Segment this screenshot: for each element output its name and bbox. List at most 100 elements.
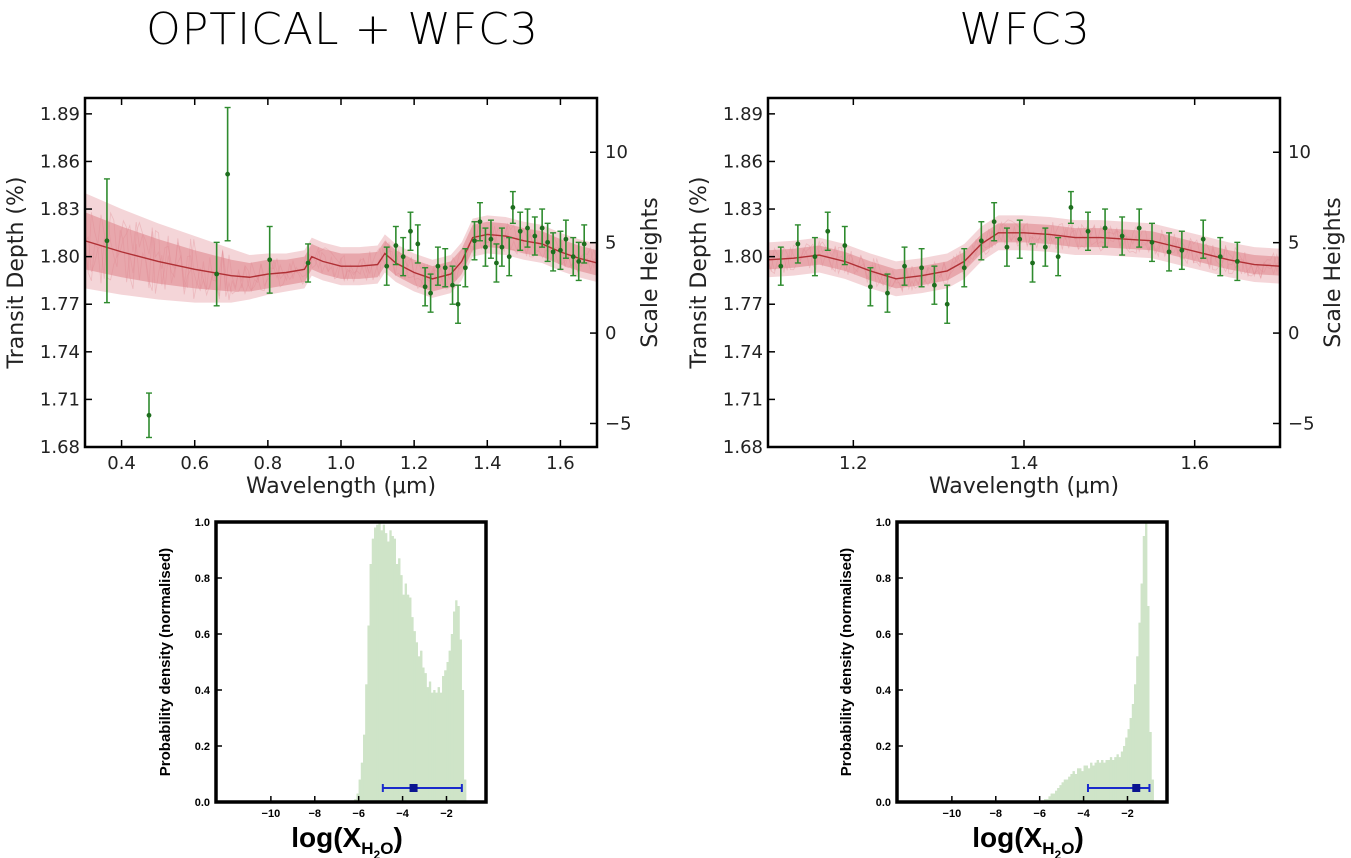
histogram-bar: [360, 762, 364, 802]
data-point: [400, 254, 406, 260]
x-tick-label: −10: [943, 808, 962, 820]
y2-tick-label: 0: [605, 323, 616, 344]
x-tick-label: −6: [352, 808, 365, 820]
histogram-bar: [406, 594, 410, 802]
data-point: [462, 265, 468, 271]
model-sample-line: [85, 218, 597, 297]
histogram-bar: [396, 564, 399, 802]
histogram-bar: [1085, 765, 1088, 802]
histogram-bar: [1103, 762, 1106, 802]
data-point: [868, 284, 873, 290]
histogram-bar: [1138, 622, 1141, 802]
histogram-bar: [448, 650, 451, 802]
histogram-bar: [1077, 768, 1080, 802]
x-tick-label: −8: [309, 808, 322, 820]
histogram-bar: [1050, 793, 1053, 802]
histogram-bar: [459, 639, 462, 802]
data-point: [510, 205, 516, 210]
data-point: [778, 263, 784, 269]
y-tick-label: 1.74: [40, 342, 80, 363]
histogram-bar: [387, 541, 390, 802]
y-tick-label: 0.6: [195, 629, 210, 641]
histogram-bar: [1107, 760, 1110, 802]
histogram-bar: [1087, 768, 1091, 802]
y-tick-label: 0.6: [876, 629, 891, 641]
y-tick-label: 1.0: [876, 517, 891, 529]
histogram-bar: [378, 522, 381, 802]
histogram-bar: [450, 634, 454, 802]
y2-axis-label: Scale Heights: [1321, 197, 1346, 347]
histogram-bar: [393, 538, 396, 802]
data-point: [225, 171, 231, 177]
histogram-bar: [1052, 793, 1056, 802]
x-tick-label: 1.4: [1010, 453, 1039, 474]
x-tick-label: −2: [440, 808, 453, 820]
histogram-bar: [1114, 757, 1117, 802]
y-tick-label: 1.80: [723, 247, 763, 268]
histogram-bar: [365, 684, 368, 802]
y-axis-label: Transit Depth (%): [687, 177, 712, 370]
data-point: [384, 263, 390, 269]
y-tick-label: 1.86: [723, 151, 763, 172]
histogram-bar: [1098, 762, 1102, 802]
histogram-bar: [1066, 779, 1069, 802]
data-point: [558, 247, 563, 253]
histogram-bar: [1063, 779, 1067, 802]
model-sample-line: [768, 221, 1280, 293]
hist-wfc3-group: −10 −8 −6 −4 −2 0.0 0.2 0.4 0.6 0.8 1.0 Probability…: [838, 517, 1169, 858]
model-sample-line: [768, 219, 1280, 292]
histogram-bar: [1094, 762, 1097, 802]
hist-optical-wfc3-frame: [214, 520, 488, 804]
data-point: [1055, 254, 1061, 260]
x-tick-label: 0.8: [254, 453, 283, 474]
data-point: [104, 238, 110, 244]
right-panel-title: WFC3: [959, 4, 1091, 55]
y-tick-label: 1.86: [40, 151, 80, 172]
y2-tick-label: −5: [1288, 413, 1315, 434]
data-point: [944, 301, 950, 307]
y-tick-label: 0.0: [876, 797, 891, 809]
data-point: [812, 254, 818, 260]
hist-optical-wfc3-group: −10 −8 −6 −4 −2 0.0 0.2 0.4 0.6 0.8 1.0 Probability…: [157, 517, 488, 858]
data-point: [1149, 239, 1155, 245]
y-tick-label: 1.74: [723, 342, 763, 363]
histogram-bar: [1136, 656, 1139, 802]
y-tick-label: 0.8: [876, 573, 891, 585]
histogram-bar: [1125, 737, 1128, 802]
histogram-bar: [413, 631, 416, 802]
y2-tick-label: −5: [605, 413, 632, 434]
y2-tick-label: 0: [1288, 323, 1299, 344]
data-point: [1017, 236, 1023, 242]
histogram-bar: [1129, 718, 1132, 802]
histogram-bar: [1134, 684, 1137, 802]
model-1sigma-band: [85, 212, 597, 292]
data-point: [550, 249, 556, 255]
y-axis-label: Transit Depth (%): [4, 177, 29, 370]
data-point: [1200, 236, 1206, 242]
histogram-bar: [1131, 704, 1135, 802]
x-tick-label: 1.4: [473, 453, 502, 474]
y-tick-label: 1.77: [40, 294, 80, 315]
histogram-bar: [1151, 779, 1154, 802]
spectrum-wfc3-group: 1.2 1.4 1.6 1.68 1.71 1.74 1.77 1.80 1.83 1.86 1.8…: [687, 96, 1346, 499]
data-point: [214, 271, 220, 277]
data-point: [991, 219, 997, 225]
data-point: [267, 257, 273, 263]
data-point: [499, 244, 505, 250]
histogram-bar: [1090, 762, 1093, 802]
y-tick-label: 0.4: [876, 685, 892, 697]
data-point: [581, 241, 587, 247]
data-point: [576, 258, 582, 264]
histogram-bar: [1061, 782, 1064, 802]
x-tick-label: −4: [1077, 808, 1090, 820]
y-tick-label: 0.2: [195, 741, 210, 753]
x-tick-label: −8: [990, 808, 1003, 820]
histogram-bar: [389, 530, 392, 802]
x-axis-label: Wavelength (μm): [929, 474, 1119, 499]
data-point: [506, 254, 512, 260]
data-point: [442, 265, 448, 271]
y-tick-label: 1.83: [723, 199, 763, 220]
data-point: [961, 265, 967, 271]
y-tick-label: 0.8: [195, 573, 210, 585]
histogram-bar: [444, 670, 447, 802]
